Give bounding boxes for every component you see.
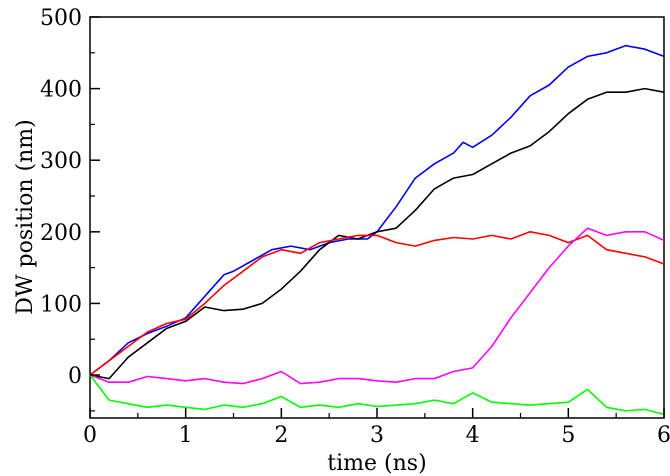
x-tick-label: 0 (83, 423, 97, 448)
series-line-4 (89, 227, 665, 385)
x-tick-label: 3 (370, 423, 384, 448)
y-tick-label: 300 (40, 149, 82, 174)
y-tick-label: 0 (68, 364, 82, 389)
x-tick-label: 2 (274, 423, 288, 448)
y-tick-label: 200 (40, 221, 82, 246)
x-tick-label: 5 (561, 423, 575, 448)
y-tick-label: 500 (40, 6, 82, 31)
series-line-5 (89, 374, 665, 416)
series-line-2 (89, 87, 665, 380)
x-tick-label: 1 (179, 423, 193, 448)
x-tick-label: 4 (466, 423, 480, 448)
y-tick-label: 400 (40, 78, 82, 103)
x-axis: 0 1 2 3 4 5 6 (83, 408, 670, 448)
y-tick-label: 100 (40, 292, 82, 317)
series-layer (89, 44, 665, 416)
x-tick-label: 6 (657, 423, 670, 448)
y-axis: 0 100 200 300 400 500 (40, 6, 100, 412)
y-axis-title: DW position (nm) (13, 119, 38, 314)
plot-frame (89, 16, 665, 419)
x-axis-title: time (ns) (327, 451, 426, 476)
series-line-3 (89, 231, 665, 376)
